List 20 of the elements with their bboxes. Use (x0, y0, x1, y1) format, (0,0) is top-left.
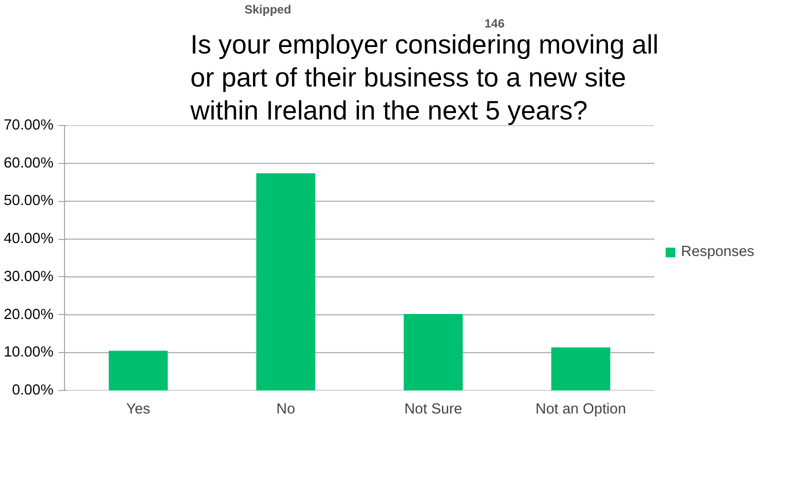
bar (404, 314, 463, 390)
x-tick-label: Yes (126, 402, 150, 418)
y-tick-label: 60.00% (4, 155, 54, 172)
x-tick-label: Not Sure (404, 402, 462, 418)
bar (256, 173, 316, 390)
y-tick-label: 30.00% (4, 268, 54, 285)
y-tick-label: 20.00% (4, 306, 54, 323)
text: 146 (484, 16, 505, 30)
y-tick-label: 0.00% (12, 382, 54, 398)
chart-title: Is your employer considering moving all or part of their business to a new site within Ireland in the next 5 years? (189, 30, 659, 126)
bar (108, 350, 168, 390)
x-tick-label: No (276, 402, 296, 418)
y-tick-label: 70.00% (4, 118, 54, 134)
y-tick-label: 50.00% (4, 193, 54, 210)
y-tick-label: 40.00% (4, 231, 54, 248)
y-tick-label: 10.00% (4, 344, 54, 361)
text: Skipped (244, 2, 292, 16)
x-tick-label: Not an Option (536, 402, 626, 418)
legend-label: Responses (681, 244, 754, 260)
bar (551, 347, 610, 390)
